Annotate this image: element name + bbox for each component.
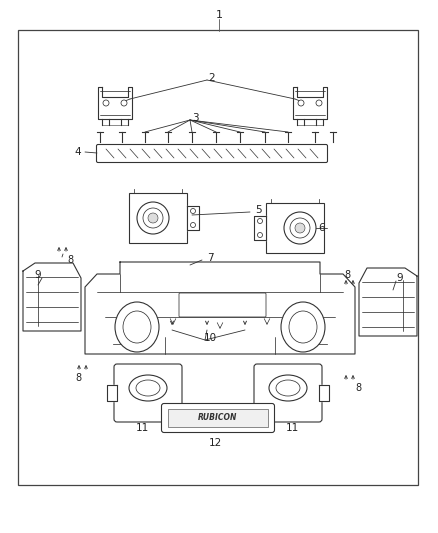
Text: 3: 3 xyxy=(192,113,198,123)
FancyBboxPatch shape xyxy=(266,203,324,253)
Circle shape xyxy=(295,223,305,233)
Polygon shape xyxy=(107,385,117,401)
Text: 2: 2 xyxy=(208,73,215,83)
Circle shape xyxy=(298,100,304,106)
Circle shape xyxy=(258,232,262,238)
Text: 9: 9 xyxy=(397,273,403,283)
FancyBboxPatch shape xyxy=(254,364,322,422)
Circle shape xyxy=(121,100,127,106)
Polygon shape xyxy=(319,385,329,401)
Circle shape xyxy=(191,222,195,228)
Ellipse shape xyxy=(129,375,167,401)
Text: 11: 11 xyxy=(135,423,148,433)
Polygon shape xyxy=(98,87,132,119)
Circle shape xyxy=(148,213,158,223)
Text: 12: 12 xyxy=(208,438,222,448)
Text: 11: 11 xyxy=(286,423,299,433)
FancyBboxPatch shape xyxy=(96,144,328,163)
Polygon shape xyxy=(85,262,355,354)
Ellipse shape xyxy=(281,302,325,352)
Ellipse shape xyxy=(123,311,151,343)
Text: 9: 9 xyxy=(35,270,41,280)
Polygon shape xyxy=(359,268,417,336)
Text: 10: 10 xyxy=(203,333,216,343)
FancyBboxPatch shape xyxy=(168,409,268,427)
FancyBboxPatch shape xyxy=(114,364,182,422)
Polygon shape xyxy=(187,206,199,230)
Polygon shape xyxy=(254,216,266,240)
Ellipse shape xyxy=(269,375,307,401)
Ellipse shape xyxy=(276,380,300,396)
Circle shape xyxy=(284,212,316,244)
Circle shape xyxy=(191,208,195,214)
Polygon shape xyxy=(23,263,81,331)
Circle shape xyxy=(143,208,163,228)
Circle shape xyxy=(258,219,262,223)
Ellipse shape xyxy=(115,302,159,352)
Text: 5: 5 xyxy=(254,205,261,215)
Text: 6: 6 xyxy=(319,223,325,233)
Ellipse shape xyxy=(289,311,317,343)
Text: 8: 8 xyxy=(344,270,350,280)
Text: 1: 1 xyxy=(215,10,223,20)
Circle shape xyxy=(137,202,169,234)
Circle shape xyxy=(103,100,109,106)
Text: 8: 8 xyxy=(75,373,81,383)
Text: RUBICON: RUBICON xyxy=(198,414,238,423)
FancyBboxPatch shape xyxy=(179,293,266,317)
Ellipse shape xyxy=(136,380,160,396)
Polygon shape xyxy=(293,87,327,119)
Text: 4: 4 xyxy=(75,147,81,157)
Bar xyxy=(18,30,418,485)
Text: 7: 7 xyxy=(207,253,213,263)
Circle shape xyxy=(316,100,322,106)
FancyBboxPatch shape xyxy=(162,403,275,432)
FancyBboxPatch shape xyxy=(129,193,187,243)
Circle shape xyxy=(290,218,310,238)
Text: 8: 8 xyxy=(67,255,73,265)
Text: 8: 8 xyxy=(355,383,361,393)
